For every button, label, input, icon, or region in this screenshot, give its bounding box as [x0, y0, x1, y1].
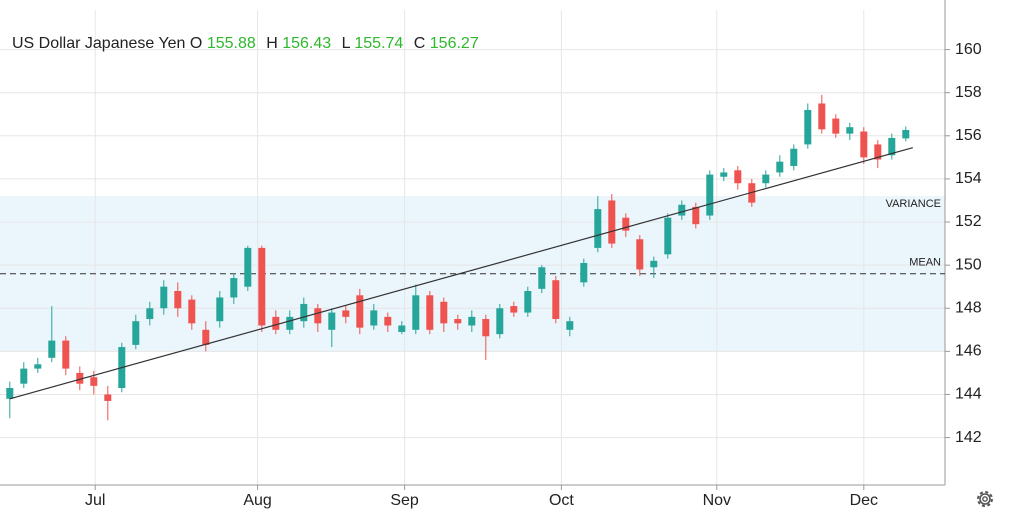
candle-body — [314, 308, 322, 324]
candle-body — [636, 239, 644, 270]
candle-body — [846, 127, 854, 134]
candle-body — [34, 364, 42, 369]
candle-body — [454, 319, 462, 324]
candle-body — [818, 103, 826, 130]
candle-body — [104, 394, 112, 401]
candle-body — [720, 172, 728, 177]
candle-body — [62, 340, 70, 369]
candle-body — [160, 286, 168, 309]
settings-icon[interactable] — [973, 487, 997, 511]
candle-body — [412, 295, 420, 330]
y-tick-label: 158 — [955, 84, 982, 101]
y-tick-label: 144 — [955, 386, 982, 403]
candle-body — [20, 368, 28, 384]
candle-body — [692, 206, 700, 225]
candle-body — [790, 148, 798, 166]
candle-body — [398, 325, 406, 332]
y-tick-label: 150 — [955, 256, 982, 273]
candle-body — [426, 295, 434, 330]
ohlc-value: 156.43 — [282, 35, 332, 52]
candle-body — [888, 137, 896, 156]
ohlc-label: C — [413, 35, 426, 52]
x-tick-label: Nov — [703, 492, 731, 509]
candle-body — [258, 247, 266, 326]
x-tick-label: Aug — [243, 492, 271, 509]
candle-body — [664, 217, 672, 255]
y-tick-label: 148 — [955, 299, 982, 316]
candle-body — [650, 260, 658, 268]
candle-body — [762, 174, 770, 184]
candle-body — [524, 291, 532, 313]
candle-body — [132, 321, 140, 345]
candle-body — [734, 170, 742, 184]
candle-body — [76, 372, 84, 384]
candle-body — [384, 316, 392, 326]
candle-body — [216, 297, 224, 322]
candle-body — [230, 278, 238, 298]
y-tick-label: 146 — [955, 343, 982, 360]
candle-body — [370, 310, 378, 326]
candle-body — [300, 303, 308, 322]
trend-line — [9, 147, 913, 400]
ohlc-legend: US Dollar Japanese Yen O 155.88 H 156.43… — [12, 35, 485, 53]
candle-body — [510, 306, 518, 313]
candle-body — [440, 301, 448, 324]
candle-body — [468, 316, 476, 326]
ohlc-value: 155.88 — [206, 35, 256, 52]
candle-body — [202, 329, 210, 345]
candle-body — [552, 280, 560, 320]
candle-body — [678, 204, 686, 216]
ohlc-value: 155.74 — [354, 35, 404, 52]
candle-body — [902, 129, 910, 139]
candle-body — [244, 247, 252, 287]
x-tick-label: Oct — [549, 492, 574, 509]
candle-body — [538, 267, 546, 289]
candle-body — [482, 319, 490, 337]
x-tick-label: Sep — [390, 492, 419, 509]
y-tick-label: 142 — [955, 429, 982, 446]
candle-body — [860, 131, 868, 158]
candle-body — [174, 291, 182, 309]
candle-body — [874, 144, 882, 160]
candle-body — [342, 310, 350, 317]
ohlc-value: 156.27 — [429, 35, 479, 52]
y-tick-label: 156 — [955, 127, 982, 144]
y-tick-label: 160 — [955, 41, 982, 58]
candle-body — [272, 316, 280, 330]
candle-body — [90, 377, 98, 386]
ohlc-label: L — [341, 35, 350, 52]
candle-body — [832, 118, 840, 134]
candle-body — [328, 312, 336, 330]
x-tick-label: Dec — [850, 492, 878, 509]
x-tick-label: Jul — [85, 492, 105, 509]
candle-body — [188, 299, 196, 324]
y-tick-label: 152 — [955, 213, 982, 230]
candle-body — [804, 109, 812, 145]
candle-body — [608, 200, 616, 244]
candle-body — [776, 161, 784, 173]
candle-body — [6, 388, 14, 399]
candle-body — [356, 295, 364, 328]
ohlc-label: O — [189, 35, 203, 52]
candle-body — [706, 174, 714, 216]
chart-title: US Dollar Japanese Yen — [12, 35, 186, 52]
candle-body — [48, 340, 56, 358]
mean-label: MEAN — [909, 257, 941, 269]
candle-body — [594, 209, 602, 248]
candle-body — [566, 321, 574, 330]
candle-body — [496, 308, 504, 335]
y-tick-label: 154 — [955, 170, 982, 187]
candle-body — [580, 262, 588, 283]
candle-body — [622, 217, 630, 231]
candle-body — [146, 308, 154, 320]
band-label: VARIANCE — [886, 198, 941, 210]
ohlc-label: H — [266, 35, 278, 52]
candle-body — [286, 316, 294, 330]
